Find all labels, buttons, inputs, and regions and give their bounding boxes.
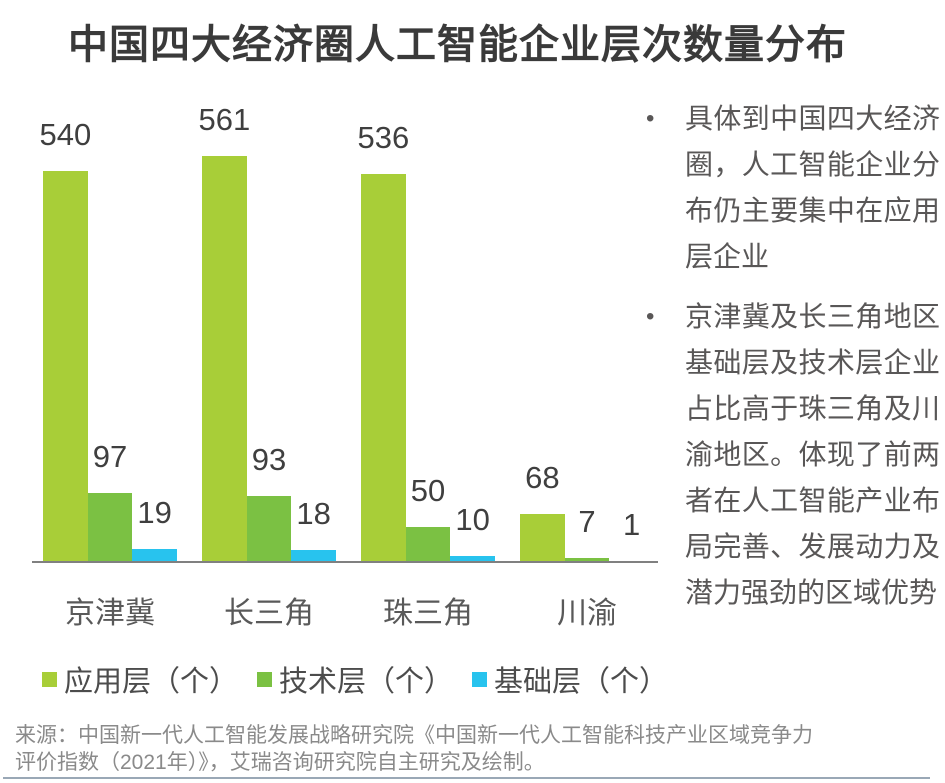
insight-panel: • 具体到中国四大经济圈，人工智能企业分布仍主要集中在应用层企业 • 京津冀及长… [640, 96, 940, 630]
category-label: 川渝 [557, 597, 617, 630]
bar-value-label: 18 [296, 496, 331, 531]
bar-group: 68 7 1 [520, 156, 655, 563]
bar: 10 [450, 502, 496, 563]
footer-divider [3, 777, 930, 779]
bar: 536 [357, 120, 409, 563]
bar: 97 [87, 439, 133, 563]
x-axis-labels: 京津冀 长三角 珠三角 川渝 [43, 588, 654, 632]
bar-value-label: 10 [455, 502, 490, 537]
insight-bullet: • 京津冀及长三角地区基础层及技术层企业占比高于珠三角及川渝地区。体现了前两者在… [640, 294, 940, 616]
bar: 540 [39, 117, 91, 563]
chart-title: 中国四大经济圈人工智能企业层次数量分布 [68, 23, 847, 67]
legend-item: 基础层（个） [472, 658, 668, 700]
bullet-marker-icon: • [646, 303, 655, 330]
bar-value-label: 561 [198, 102, 251, 137]
bar: 50 [405, 473, 451, 563]
insight-bullet: • 具体到中国四大经济圈，人工智能企业分布仍主要集中在应用层企业 [640, 96, 940, 280]
chart-legend: 应用层（个） 技术层（个） 基础层（个） [42, 658, 668, 700]
bar: 18 [291, 496, 337, 563]
legend-swatch-icon [472, 671, 488, 687]
category-label: 长三角 [224, 597, 314, 630]
bullet-marker-icon: • [646, 105, 655, 132]
category-label: 珠三角 [383, 597, 473, 630]
bar: 561 [198, 102, 250, 563]
legend-item: 技术层（个） [257, 658, 453, 700]
bar-value-label: 93 [251, 442, 287, 477]
source-note: 来源：中国新一代人工智能发展战略研究院《中国新一代人工智能科技产业区域竞争力 评… [15, 722, 915, 776]
bar-group: 540 97 19 [39, 117, 178, 563]
x-axis-line [32, 561, 658, 563]
bar-value-label: 19 [137, 495, 172, 530]
legend-swatch-icon [257, 671, 273, 687]
bar-group: 536 50 10 [357, 120, 496, 563]
bar-value-label: 97 [92, 439, 128, 474]
source-line-2: 评价指数（2021年）》，艾瑞咨询研究院自主研究及绘制。 [15, 751, 545, 774]
bar-value-label: 7 [578, 504, 596, 539]
legend-label: 技术层（个） [279, 666, 454, 698]
chart-plot-area: 540 97 19 561 93 18 536 50 10 68 7 1 [39, 102, 655, 563]
bar-value-label: 50 [410, 473, 446, 508]
legend-label: 基础层（个） [494, 666, 669, 698]
bar: 93 [246, 442, 292, 563]
bar-value-label: 540 [39, 117, 92, 152]
bar: 68 [520, 460, 565, 563]
legend-swatch-icon [42, 671, 57, 687]
bar-value-label: 68 [525, 460, 560, 495]
bar-value-label: 1 [623, 507, 641, 542]
insight-text: 京津冀及长三角地区基础层及技术层企业占比高于珠三角及川渝地区。体现了前两者在人工… [685, 301, 940, 608]
bar: 19 [132, 495, 178, 563]
legend-label: 应用层（个） [64, 666, 239, 698]
insight-text: 具体到中国四大经济圈，人工智能企业分布仍主要集中在应用层企业 [685, 103, 940, 272]
bar: 7 [564, 504, 610, 563]
bar-value-label: 536 [357, 120, 410, 155]
category-label: 京津冀 [65, 597, 155, 630]
bar-group: 561 93 18 [198, 102, 337, 563]
source-line-1: 来源：中国新一代人工智能发展战略研究院《中国新一代人工智能科技产业区域竞争力 [15, 724, 813, 747]
legend-item: 应用层（个） [42, 658, 238, 700]
